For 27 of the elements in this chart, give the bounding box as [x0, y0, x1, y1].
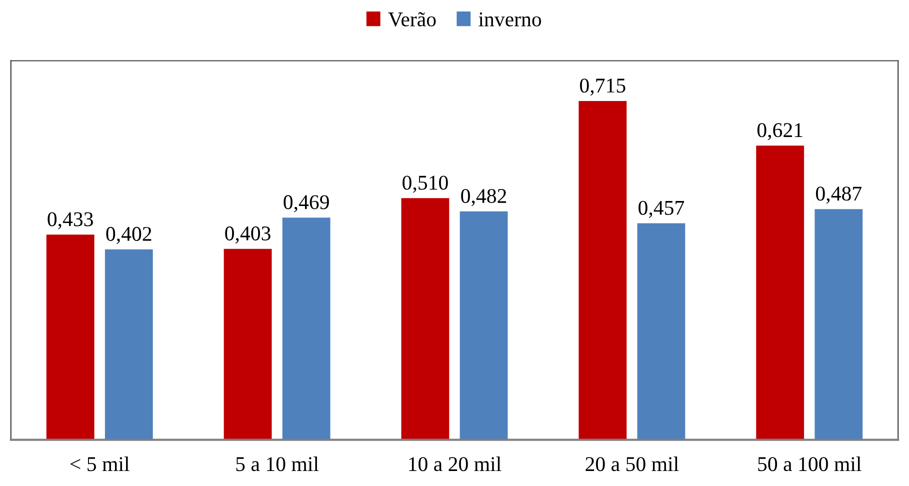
data-label: 0,457 [638, 200, 684, 218]
data-label: 0,469 [284, 195, 329, 212]
bar [756, 146, 804, 440]
legend-label: Verão [388, 12, 436, 27]
bar [401, 198, 450, 440]
bar [460, 211, 508, 440]
data-label: 0,510 [402, 176, 448, 193]
x-tick-label: 20 a 50 mil [586, 456, 679, 472]
x-tick-label: < 5 mil [70, 456, 130, 472]
bar [104, 249, 153, 440]
x-tick-label: 5 a 10 mil [236, 456, 319, 472]
bar [814, 209, 863, 440]
x-tick-label: 50 a 100 mil [758, 456, 862, 472]
data-label: 0,402 [106, 226, 152, 244]
data-label: 0,433 [48, 212, 93, 230]
data-label: 0,621 [757, 123, 802, 140]
bar [282, 218, 330, 440]
bar [46, 234, 94, 440]
data-label: 0,403 [225, 226, 270, 244]
bar [224, 248, 272, 440]
x-tick-label: 10 a 20 mil [409, 456, 502, 472]
data-label: 0,715 [580, 78, 626, 96]
bar [578, 101, 627, 440]
data-label: 0,487 [816, 186, 862, 204]
legend-label: inverno [478, 12, 542, 26]
data-label: 0,482 [461, 188, 506, 206]
bar [637, 223, 686, 440]
